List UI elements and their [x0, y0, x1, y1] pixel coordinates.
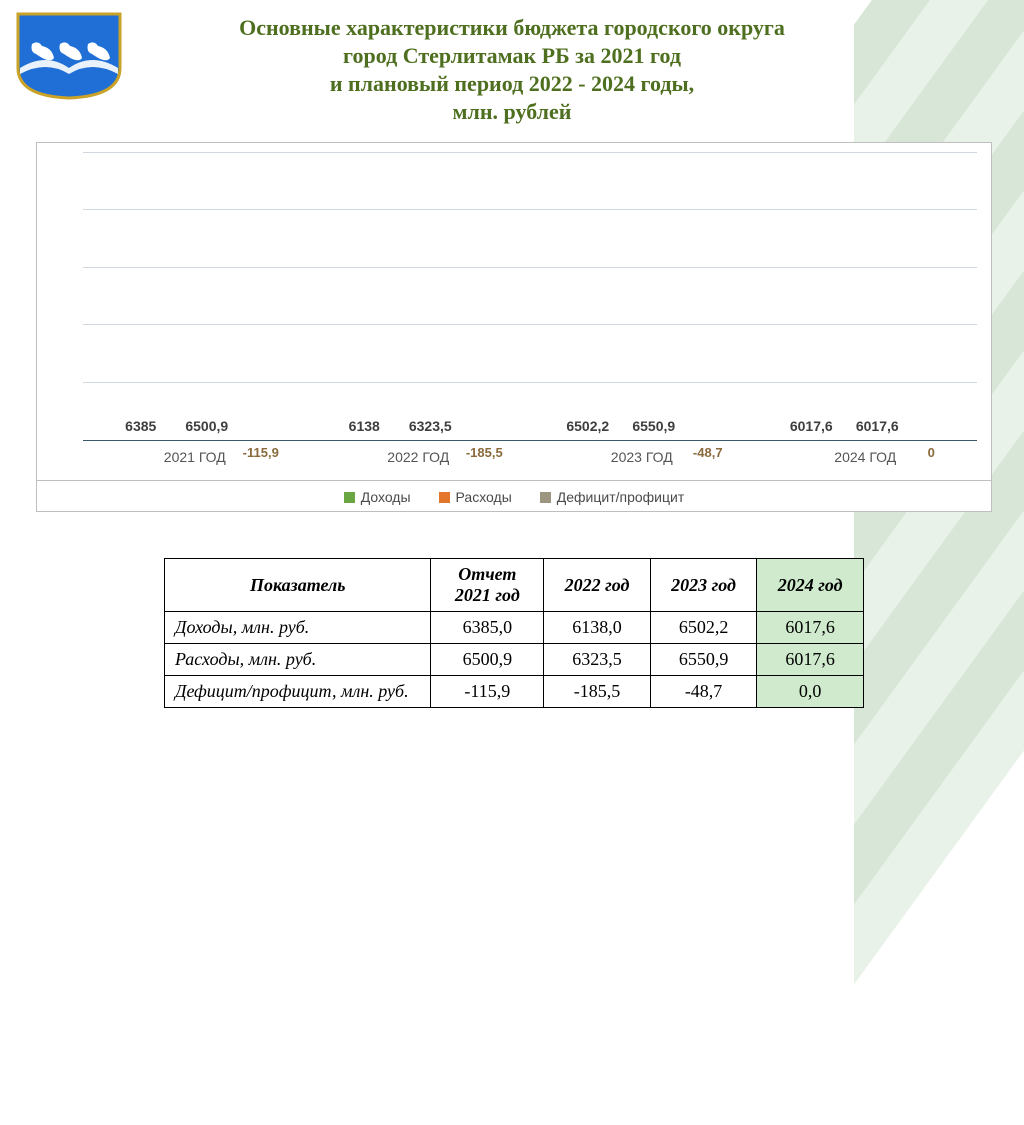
chart-gridline [83, 324, 977, 325]
chart-x-label: 2024 ГОД [754, 449, 978, 465]
table-cell: -185,5 [544, 676, 651, 708]
slide-title: Основные характеристики бюджета городско… [0, 14, 1024, 127]
table-cell: -115,9 [431, 676, 544, 708]
legend-item: Дефицит/профицит [540, 489, 685, 505]
table-cell: 6323,5 [544, 644, 651, 676]
chart-gridline [83, 382, 977, 383]
legend-swatch-icon [344, 492, 355, 503]
title-line: город Стерлитамак РБ за 2021 год [0, 42, 1024, 70]
table-cell: 6385,0 [431, 612, 544, 644]
table-row-label: Дефицит/профицит, млн. руб. [165, 676, 431, 708]
legend-swatch-icon [540, 492, 551, 503]
legend-swatch-icon [439, 492, 450, 503]
table-cell: 0,0 [757, 676, 864, 708]
chart-bar-value: 6323,5 [409, 418, 452, 434]
chart-bar-value: 6550,9 [632, 418, 675, 434]
table-cell: 6500,9 [431, 644, 544, 676]
table-cell: 6550,9 [650, 644, 757, 676]
legend-label: Расходы [456, 489, 512, 505]
chart-bar-value: 6500,9 [185, 418, 228, 434]
table-header-row: Показатель Отчет 2021 год 2022 год 2023 … [165, 559, 864, 612]
table-header-text: Отчет 2021 год [455, 564, 520, 605]
chart-bar-value: 6017,6 [790, 418, 833, 434]
chart-x-label: 2023 ГОД [530, 449, 754, 465]
legend-item: Доходы [344, 489, 411, 505]
legend-label: Дефицит/профицит [557, 489, 685, 505]
chart-gridline [83, 152, 977, 153]
table-cell: 6017,6 [757, 612, 864, 644]
table-row-label: Доходы, млн. руб. [165, 612, 431, 644]
table-row: Доходы, млн. руб.6385,06138,06502,26017,… [165, 612, 864, 644]
chart-gridline [83, 267, 977, 268]
table-header: Показатель [165, 559, 431, 612]
title-line: млн. рублей [0, 98, 1024, 126]
table-cell: -48,7 [650, 676, 757, 708]
table-row: Расходы, млн. руб.6500,96323,56550,96017… [165, 644, 864, 676]
chart-plot-area: 63856500,9-115,961386323,5-185,56502,265… [83, 153, 977, 441]
budget-bar-chart: 63856500,9-115,961386323,5-185,56502,265… [36, 142, 992, 512]
table-header: 2024 год [757, 559, 864, 612]
table-header: 2023 год [650, 559, 757, 612]
table-row: Дефицит/профицит, млн. руб.-115,9-185,5-… [165, 676, 864, 708]
chart-bar-value: 6385 [125, 418, 156, 434]
chart-x-axis: 2021 ГОД2022 ГОД2023 ГОД2024 ГОД [83, 449, 977, 465]
table-row-label: Расходы, млн. руб. [165, 644, 431, 676]
budget-table: Показатель Отчет 2021 год 2022 год 2023 … [164, 558, 864, 708]
legend-label: Доходы [361, 489, 411, 505]
table-cell: 6502,2 [650, 612, 757, 644]
table-cell: 6017,6 [757, 644, 864, 676]
chart-gridline [83, 209, 977, 210]
chart-x-label: 2022 ГОД [307, 449, 531, 465]
chart-bar-value: 6017,6 [856, 418, 899, 434]
title-line: и плановый период 2022 - 2024 годы, [0, 70, 1024, 98]
legend-item: Расходы [439, 489, 512, 505]
table-header: Отчет 2021 год [431, 559, 544, 612]
chart-bar-value: 6502,2 [566, 418, 609, 434]
chart-legend: Доходы Расходы Дефицит/профицит [37, 480, 991, 505]
title-line: Основные характеристики бюджета городско… [0, 14, 1024, 42]
table-header: 2022 год [544, 559, 651, 612]
table-cell: 6138,0 [544, 612, 651, 644]
chart-bar-value: 6138 [349, 418, 380, 434]
chart-x-label: 2021 ГОД [83, 449, 307, 465]
